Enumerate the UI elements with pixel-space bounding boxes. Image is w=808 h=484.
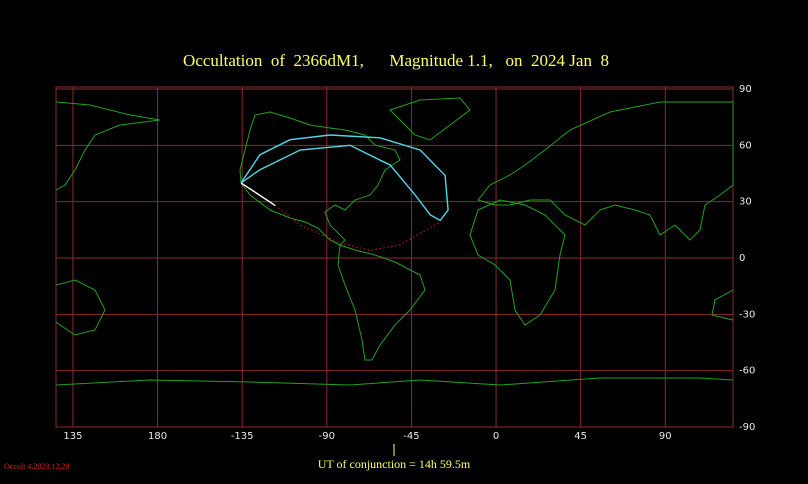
eurasia (477, 101, 734, 241)
y-tick-label: 0 (739, 253, 745, 264)
x-tick-label: 45 (574, 431, 587, 442)
path-line (274, 205, 440, 252)
x-tick-label: 135 (63, 431, 82, 442)
y-tick-label: 90 (739, 84, 752, 95)
y-tick-label: 30 (739, 197, 752, 208)
footer: Occult 4.2023.12.20 (4, 462, 69, 471)
x-tick-label: -90 (319, 431, 335, 442)
y-tick-label: -90 (739, 422, 755, 433)
antarctica (55, 377, 734, 386)
australia (55, 279, 734, 336)
africa (469, 199, 566, 326)
x-tick-label: 180 (148, 431, 167, 442)
coastlines (55, 97, 734, 386)
grid (55, 86, 734, 428)
path-line (240, 134, 449, 222)
north-america (239, 111, 401, 246)
chart-title: Occultation of 2366dM1, Magnitude 1.1, o… (183, 51, 609, 70)
path-line (240, 182, 276, 206)
y-tick-label: 60 (739, 140, 752, 151)
x-tick-label: 0 (493, 431, 499, 442)
east-asia (55, 101, 161, 191)
y-tick-label: -30 (739, 309, 755, 320)
x-tick-label: 90 (659, 431, 672, 442)
annotation: UT of conjunction = 14h 59.5m (318, 457, 471, 471)
x-tick-label: -45 (403, 431, 419, 442)
y-tick-label: -60 (739, 366, 755, 377)
greenland (389, 97, 471, 141)
south-america (337, 244, 426, 361)
x-tick-label: -135 (231, 431, 254, 442)
